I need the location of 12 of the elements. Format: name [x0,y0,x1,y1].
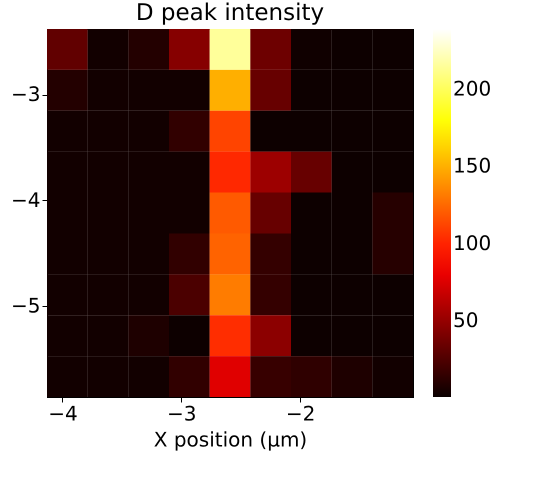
chart-title: D peak intensity [136,0,324,26]
x-axis-title: X position (μm) [154,428,308,452]
color-bar-label: 50 [453,308,478,332]
y-tick-label: −4 [11,188,40,212]
y-tick-label: −3 [11,82,40,106]
color-bar-label: 100 [453,230,492,255]
x-tick-label: −2 [286,402,316,426]
x-tick-label: −4 [48,402,78,426]
x-tick-label: −3 [167,402,197,426]
y-tick-label: −5 [11,294,40,318]
color-bar-label: 150 [453,154,492,178]
color-bar-label: 200 [453,76,492,100]
